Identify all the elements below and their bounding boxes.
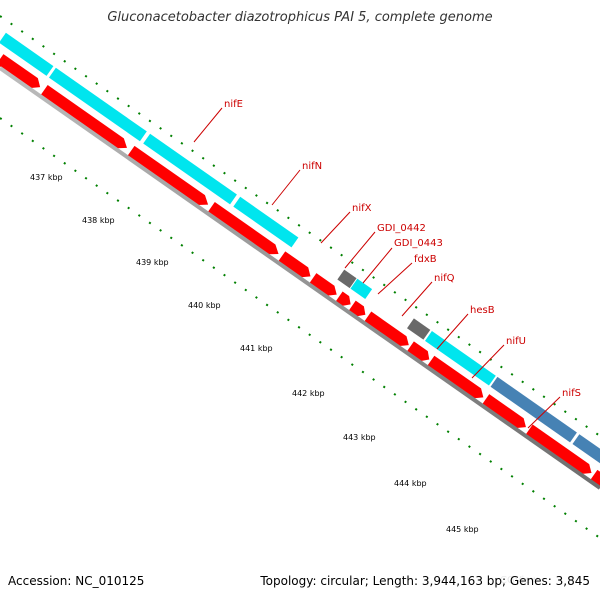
watermark-text: CGView xyxy=(500,575,538,586)
cds-arrow xyxy=(348,300,366,317)
gene-block-GDI_0443 xyxy=(337,269,357,289)
kbp-label-438: 438 kbp xyxy=(82,216,115,225)
gene-block-fdxB xyxy=(350,278,373,299)
gene-label-nifX: nifX xyxy=(352,203,372,214)
gene-label-nifU: nifU xyxy=(506,336,526,347)
cds-arrow xyxy=(127,145,209,205)
gene-label-nifQ: nifQ xyxy=(434,273,455,284)
kbp-label-444: 444 kbp xyxy=(394,479,427,488)
leader-fdxB xyxy=(377,262,413,295)
gene-label-nifE: nifE xyxy=(224,99,243,110)
cds-arrow xyxy=(0,54,41,88)
topology-text: Topology: circular; Length: 3,944,163 bp… xyxy=(260,574,590,588)
cds-track xyxy=(0,54,600,523)
cds-arrow xyxy=(278,251,311,278)
cds-arrow xyxy=(309,273,337,296)
gene-label-hesB: hesB xyxy=(470,305,495,316)
inner-tick-ring xyxy=(0,117,600,539)
leader-hesB xyxy=(436,313,469,350)
cds-arrow xyxy=(364,311,409,347)
cds-arrow xyxy=(407,341,430,361)
label-leaders xyxy=(193,107,561,429)
gene-block-nifE xyxy=(48,67,147,142)
kbp-label-445: 445 kbp xyxy=(446,525,479,534)
outer-tick-ring xyxy=(0,15,600,437)
genome-backbone xyxy=(0,66,600,490)
feature-track-outer xyxy=(0,32,600,490)
gene-label-GDI_0442: GDI_0442 xyxy=(377,223,426,234)
cds-arrow xyxy=(525,424,592,474)
map-title: Gluconacetobacter diazotrophicus PAI 5, … xyxy=(107,10,493,25)
leader-nifE xyxy=(193,107,223,143)
cds-arrow xyxy=(482,394,526,429)
gene-block-hesB xyxy=(407,318,431,340)
gene-block-nifS xyxy=(490,376,577,443)
cds-arrow xyxy=(335,291,351,306)
kbp-label-440: 440 kbp xyxy=(188,301,221,310)
cds-arrow xyxy=(207,202,279,255)
kbp-label-443: 443 kbp xyxy=(343,433,376,442)
kbp-label-442: 442 kbp xyxy=(292,389,325,398)
kbp-label-437: 437 kbp xyxy=(30,173,63,182)
gene-block-nifN xyxy=(143,133,237,205)
leader-nifS xyxy=(527,396,561,429)
gene-block-nifN-2 xyxy=(233,196,299,248)
kbp-label-439: 439 kbp xyxy=(136,258,169,267)
leader-nifX xyxy=(320,211,351,244)
kbp-label-441: 441 kbp xyxy=(240,344,273,353)
gene-label-nifN: nifN xyxy=(302,161,322,172)
gene-label-GDI_0443: GDI_0443 xyxy=(394,238,443,249)
gene-label-fdxB: fdxB xyxy=(414,254,437,265)
gene-block-outer xyxy=(0,32,54,76)
leader-GDI_0442 xyxy=(344,231,376,269)
leader-nifU xyxy=(471,344,505,379)
gene-label-nifS: nifS xyxy=(562,388,581,399)
leader-GDI_0443 xyxy=(362,247,393,284)
accession-text: Accession: NC_010125 xyxy=(8,574,145,588)
leader-nifQ xyxy=(401,281,433,317)
gene-block-nifS-2 xyxy=(572,434,600,490)
cds-arrow xyxy=(40,85,127,149)
cds-arrow xyxy=(427,355,484,399)
leader-nifN xyxy=(271,169,301,206)
cds-arrow xyxy=(590,469,600,523)
